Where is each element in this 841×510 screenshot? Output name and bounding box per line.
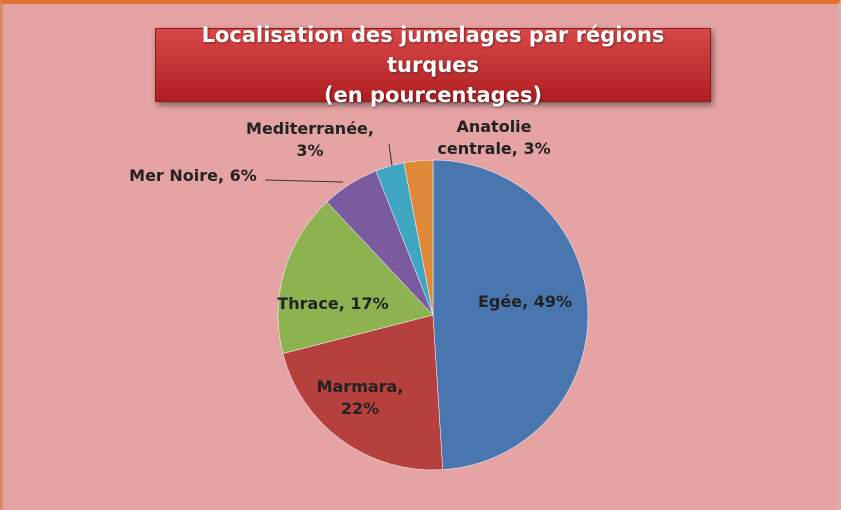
category-name: Thrace [277,294,344,313]
data-label: Thrace 17% [253,293,413,315]
leader-line [264,179,344,183]
pie-slice [432,159,589,470]
category-name: Marmara [317,377,404,396]
chart-title: Localisation des jumelages par régions t… [155,23,711,107]
pie-slice [403,159,434,316]
value-label: 49% [533,292,573,311]
category-name: Mediterranée [246,119,374,138]
data-label: Marmara 22% [310,376,410,420]
category-name: Mer Noire [129,166,224,185]
chart-canvas [264,143,589,471]
category-name: Anatolie centrale [437,117,531,158]
value-label: 6% [229,166,257,185]
data-label: Anatolie centrale 3% [424,116,564,160]
data-label: Mediterranée 3% [245,118,375,162]
value-label: 17% [350,294,389,313]
pie-slice [277,201,434,354]
pie-slice [282,314,443,471]
value-label: 22% [340,399,380,418]
data-label: Egée 49% [445,291,605,313]
value-label: 3% [296,141,324,160]
category-name: Egée [478,292,528,311]
value-label: 3% [523,139,551,158]
leader-line [388,143,393,167]
data-label: Mer Noire 6% [108,165,278,187]
